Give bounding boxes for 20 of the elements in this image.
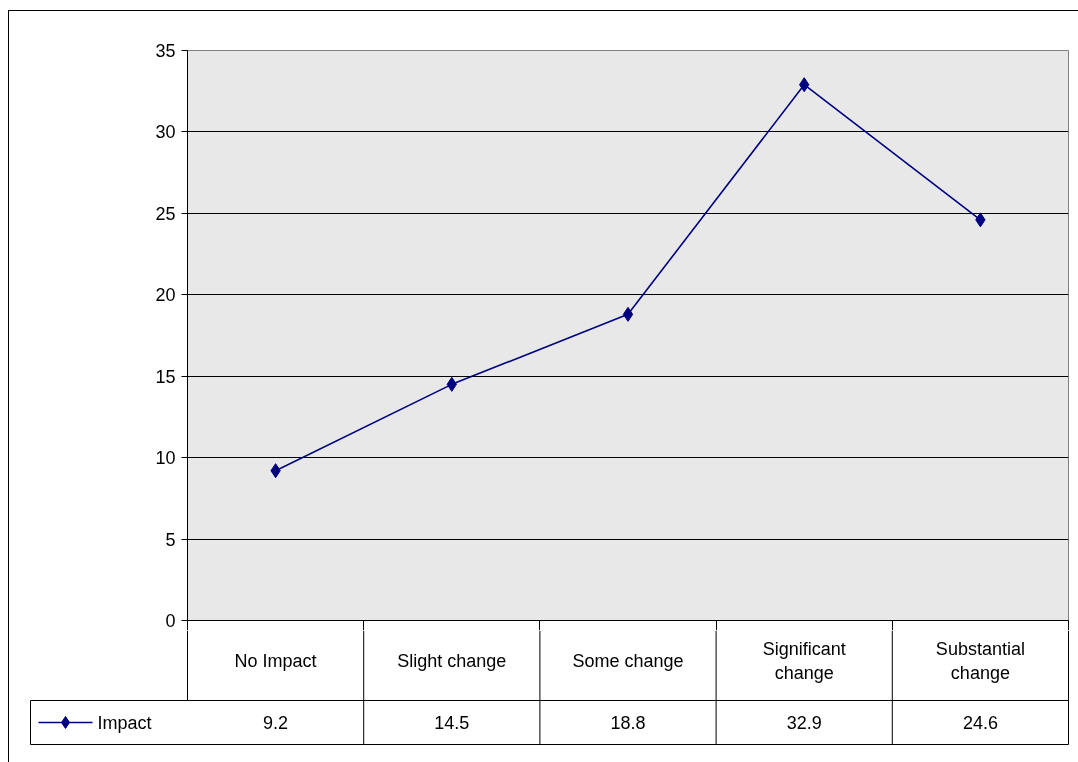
x-tick-label: Some change bbox=[572, 650, 684, 671]
y-tick-label: 10 bbox=[155, 448, 176, 469]
x-tick-label: Slight change bbox=[397, 650, 507, 671]
y-tick-label: 35 bbox=[155, 41, 176, 61]
data-label: 32.9 bbox=[786, 713, 822, 733]
data-label: 24.6 bbox=[962, 713, 998, 733]
y-tick-label: 5 bbox=[165, 529, 176, 550]
x-tick-label: No Impact bbox=[234, 650, 317, 671]
y-tick-label: 20 bbox=[155, 285, 176, 306]
y-tick-label: 15 bbox=[155, 366, 176, 387]
legend-label: Impact bbox=[97, 712, 152, 733]
data-label: 9.2 bbox=[263, 713, 289, 733]
data-label: 18.8 bbox=[610, 713, 646, 733]
x-tick-label: Significant change bbox=[762, 638, 846, 683]
y-tick-label: 25 bbox=[155, 203, 176, 224]
data-label: 14.5 bbox=[434, 713, 470, 733]
y-tick-label: 30 bbox=[155, 122, 176, 143]
point bbox=[622, 306, 634, 322]
y-tick-label: 0 bbox=[165, 611, 176, 631]
x-tick-label: Substantial change bbox=[935, 638, 1025, 683]
